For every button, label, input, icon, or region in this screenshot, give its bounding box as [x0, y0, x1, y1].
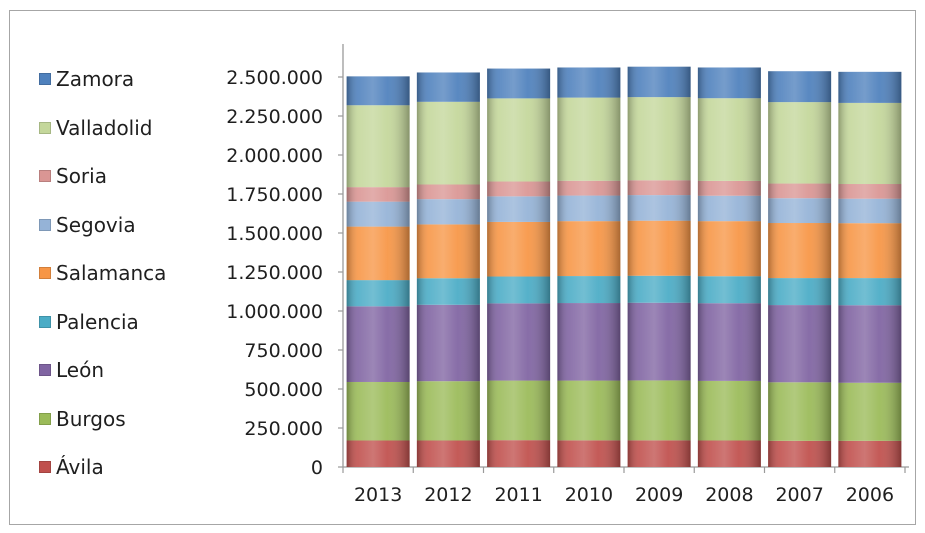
legend-label: Ávila	[56, 455, 104, 479]
legend-label: Soria	[56, 164, 107, 188]
bar-stack-2012	[416, 72, 480, 467]
y-tick-label: 1.750.000	[226, 184, 323, 206]
legend-item: Zamora	[39, 66, 134, 92]
x-tick-label: 2010	[565, 484, 613, 506]
y-tick-label: 0	[311, 457, 323, 479]
legend-label: Valladolid	[56, 115, 153, 140]
y-tick-label: 250.000	[244, 418, 323, 440]
legend-swatch	[39, 364, 51, 376]
legend-item: Valladolid	[39, 115, 153, 141]
bar-shading	[557, 67, 621, 467]
x-tick-label: 2009	[635, 484, 683, 506]
bar-shading	[697, 67, 761, 467]
bar-stack-2008	[697, 67, 761, 467]
bar-stack-2007	[768, 71, 832, 467]
legend-swatch	[39, 461, 51, 473]
legend-item: Soria	[39, 163, 107, 189]
bar-shading	[838, 71, 902, 468]
x-tick-label: 2008	[705, 484, 753, 506]
legend-item: Ávila	[39, 454, 104, 480]
bar-shading	[346, 76, 410, 467]
legend-swatch	[39, 267, 51, 279]
bar-shading	[416, 72, 480, 467]
y-tick-label: 1.000.000	[226, 301, 323, 323]
legend-item: Salamanca	[39, 260, 166, 286]
x-tick-label: 2006	[846, 484, 894, 506]
legend-swatch	[39, 121, 51, 134]
y-tick-label: 2.250.000	[226, 106, 323, 128]
x-tick-label: 2013	[354, 484, 402, 506]
x-tick-label: 2011	[494, 484, 542, 506]
bar-shading	[487, 68, 551, 468]
legend-swatch	[39, 315, 51, 328]
bar-stack-2013	[346, 76, 410, 467]
y-tick-label: 1.250.000	[226, 262, 323, 284]
legend-swatch	[39, 170, 51, 182]
bar-shading	[627, 66, 691, 467]
legend-swatch	[39, 218, 51, 231]
legend-item: León	[39, 357, 104, 383]
legend-label: Salamanca	[56, 261, 167, 285]
legend-label: Segovia	[56, 212, 136, 237]
legend-swatch	[39, 412, 51, 425]
legend-item: Segovia	[39, 212, 136, 238]
bar-stack-2011	[487, 68, 551, 468]
bar-stack-2009	[627, 66, 691, 467]
y-tick-label: 2.500.000	[226, 67, 323, 89]
legend-item: Burgos	[39, 406, 126, 432]
y-tick-label: 750.000	[244, 340, 323, 362]
legend-item: Palencia	[39, 309, 139, 335]
bar-shading	[768, 71, 832, 467]
legend-label: Zamora	[56, 67, 135, 91]
y-tick-label: 1.500.000	[226, 223, 323, 245]
y-tick-label: 500.000	[244, 379, 323, 401]
legend-label: León	[56, 358, 105, 382]
y-tick-label: 2.000.000	[226, 145, 323, 167]
bar-stack-2006	[838, 71, 902, 468]
bar-stack-2010	[557, 67, 621, 467]
legend-label: Palencia	[56, 309, 139, 334]
x-tick-label: 2012	[424, 484, 472, 506]
x-tick-label: 2007	[775, 484, 823, 506]
legend-swatch	[39, 73, 51, 85]
legend-label: Burgos	[56, 406, 126, 431]
